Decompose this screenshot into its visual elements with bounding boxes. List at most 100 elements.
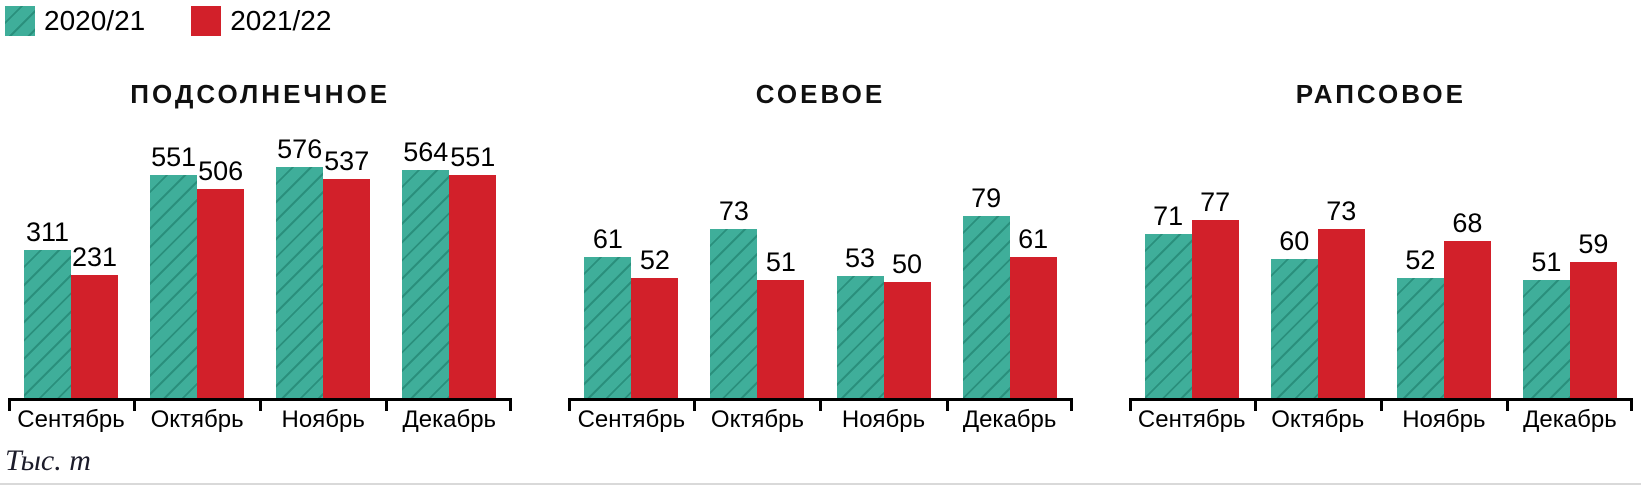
bar-wrap-2021-22: 537 — [323, 146, 371, 398]
x-axis-labels: Сентябрь Октябрь Ноябрь Декабрь — [1129, 401, 1633, 433]
bar-wrap-2020-21: 311 — [24, 219, 72, 398]
bar-2021-22 — [883, 282, 931, 398]
plot-area: 61 52 73 51 53 50 79 61 — [568, 108, 1073, 411]
bar-2020-21 — [1144, 234, 1192, 398]
bar-2020-21 — [24, 250, 72, 398]
bar-wrap-2020-21: 73 — [710, 198, 758, 398]
x-axis-label: Ноябрь — [1402, 406, 1486, 433]
bar-2021-22 — [323, 179, 371, 398]
bar-2021-22 — [631, 278, 679, 398]
bar-group: 71 77 — [1129, 189, 1255, 398]
bar-2020-21 — [1396, 278, 1444, 398]
bar-2021-22 — [1443, 241, 1491, 398]
axis-tick — [1629, 398, 1633, 411]
bar-wrap-2021-22: 551 — [449, 144, 497, 398]
bar-2021-22 — [1317, 229, 1365, 398]
bar-wrap-2021-22: 231 — [71, 244, 119, 398]
axis-tick — [1253, 398, 1257, 411]
bar-group: 51 59 — [1507, 231, 1633, 398]
axis-tick — [819, 398, 823, 411]
axis-tick — [693, 398, 697, 411]
bar-value-label: 59 — [1578, 229, 1609, 259]
chart-title: РАПСОВОЕ — [1295, 79, 1466, 109]
unit-label: Тыс. т — [5, 444, 91, 477]
bar-2020-21 — [584, 257, 632, 398]
chart-title: ПОДСОЛНЕЧНОЕ — [130, 79, 391, 109]
bar-value-label: 61 — [1018, 224, 1049, 254]
legend: 2020/21 2021/22 — [5, 6, 331, 36]
bar-wrap-2021-22: 506 — [197, 156, 245, 398]
legend-swatch-2021-22-icon — [191, 6, 222, 36]
x-axis-label: Октябрь — [710, 406, 804, 433]
x-axis-label: Октябрь — [150, 406, 244, 433]
axis-tick — [568, 398, 572, 411]
bar-value-label: 79 — [971, 183, 1002, 213]
bar-2020-21 — [150, 175, 198, 398]
bar-group: 551 506 — [134, 144, 260, 398]
bar-2021-22 — [1009, 257, 1057, 398]
bar-wrap-2021-22: 77 — [1191, 187, 1239, 398]
bar-2021-22 — [197, 189, 245, 398]
x-axis-label: Ноябрь — [841, 406, 926, 433]
bar-value-label: 71 — [1153, 201, 1184, 231]
bar-wrap-2021-22: 68 — [1443, 210, 1491, 398]
bar-2021-22 — [71, 275, 119, 398]
axis-tick — [1128, 398, 1132, 411]
bar-value-label: 564 — [403, 137, 449, 167]
x-axis-label: Сентябрь — [577, 406, 686, 433]
bar-2020-21 — [402, 170, 450, 398]
legend-item-2020-21: 2020/21 — [5, 6, 145, 36]
chart-rapeseed: РАПСОВОЕ 71 77 60 73 52 68 51 59 Сентябрь Октябр… — [1128, 79, 1633, 433]
bar-wrap-2020-21: 52 — [1396, 247, 1444, 398]
bar-group: 53 50 — [820, 245, 946, 398]
axis-tick — [509, 398, 513, 411]
legend-swatch-2020-21-icon — [5, 6, 35, 36]
axis-tick — [1505, 398, 1509, 411]
charts-row: ПОДСОЛНЕЧНОЕ 311 231 551 506 576 537 564 551 Се… — [8, 80, 1633, 433]
bar-wrap-2020-21: 79 — [962, 183, 1010, 398]
axis-tick — [1069, 398, 1073, 411]
bar-2020-21 — [836, 276, 884, 398]
bar-value-label: 52 — [639, 245, 670, 275]
chart-soy: СОЕВОЕ 61 52 73 51 53 50 79 61 Сентябрь Октябрь Н… — [568, 79, 1073, 433]
axis-tick — [8, 398, 11, 411]
x-axis-labels: Сентябрь Октябрь Ноябрь Декабрь — [568, 401, 1072, 433]
bar-group: 79 61 — [947, 185, 1073, 398]
plot-area: 71 77 60 73 52 68 51 59 — [1128, 108, 1633, 411]
axis-tick — [1379, 398, 1383, 411]
bar-wrap-2020-21: 60 — [1270, 228, 1318, 398]
bottom-divider — [0, 483, 1641, 485]
bar-wrap-2020-21: 551 — [150, 142, 198, 398]
x-axis-label: Сентябрь — [1137, 406, 1246, 433]
bar-group: 60 73 — [1255, 198, 1381, 398]
bar-wrap-2021-22: 61 — [1009, 224, 1057, 398]
bar-wrap-2020-21: 51 — [1522, 247, 1570, 398]
axis-tick — [133, 398, 137, 411]
bar-group: 52 68 — [1381, 210, 1507, 398]
axis-tick — [945, 398, 949, 411]
bar-wrap-2021-22: 50 — [883, 249, 931, 398]
bar-value-label: 506 — [198, 156, 244, 186]
bar-value-label: 51 — [765, 247, 796, 277]
bar-group: 61 52 — [568, 226, 694, 398]
bar-value-label: 537 — [324, 146, 370, 176]
bar-2021-22 — [449, 175, 497, 398]
bar-value-label: 77 — [1200, 187, 1231, 217]
chart-title: СОЕВОЕ — [755, 79, 886, 109]
bar-value-label: 551 — [151, 142, 197, 172]
bar-wrap-2020-21: 61 — [584, 226, 632, 398]
bar-value-label: 73 — [1326, 196, 1357, 226]
bar-2020-21 — [1522, 280, 1570, 398]
x-axis-label: Ноябрь — [281, 406, 365, 433]
bar-2021-22 — [757, 280, 805, 398]
bar-2020-21 — [1270, 259, 1318, 398]
legend-item-2021-22: 2021/22 — [191, 6, 331, 36]
bar-value-label: 51 — [1531, 247, 1562, 277]
bar-2020-21 — [276, 167, 324, 398]
bar-group: 73 51 — [694, 198, 820, 398]
bar-2021-22 — [1569, 262, 1617, 398]
bar-value-label: 50 — [891, 249, 923, 279]
bar-group: 311 231 — [8, 219, 134, 398]
axis-tick — [385, 398, 389, 411]
